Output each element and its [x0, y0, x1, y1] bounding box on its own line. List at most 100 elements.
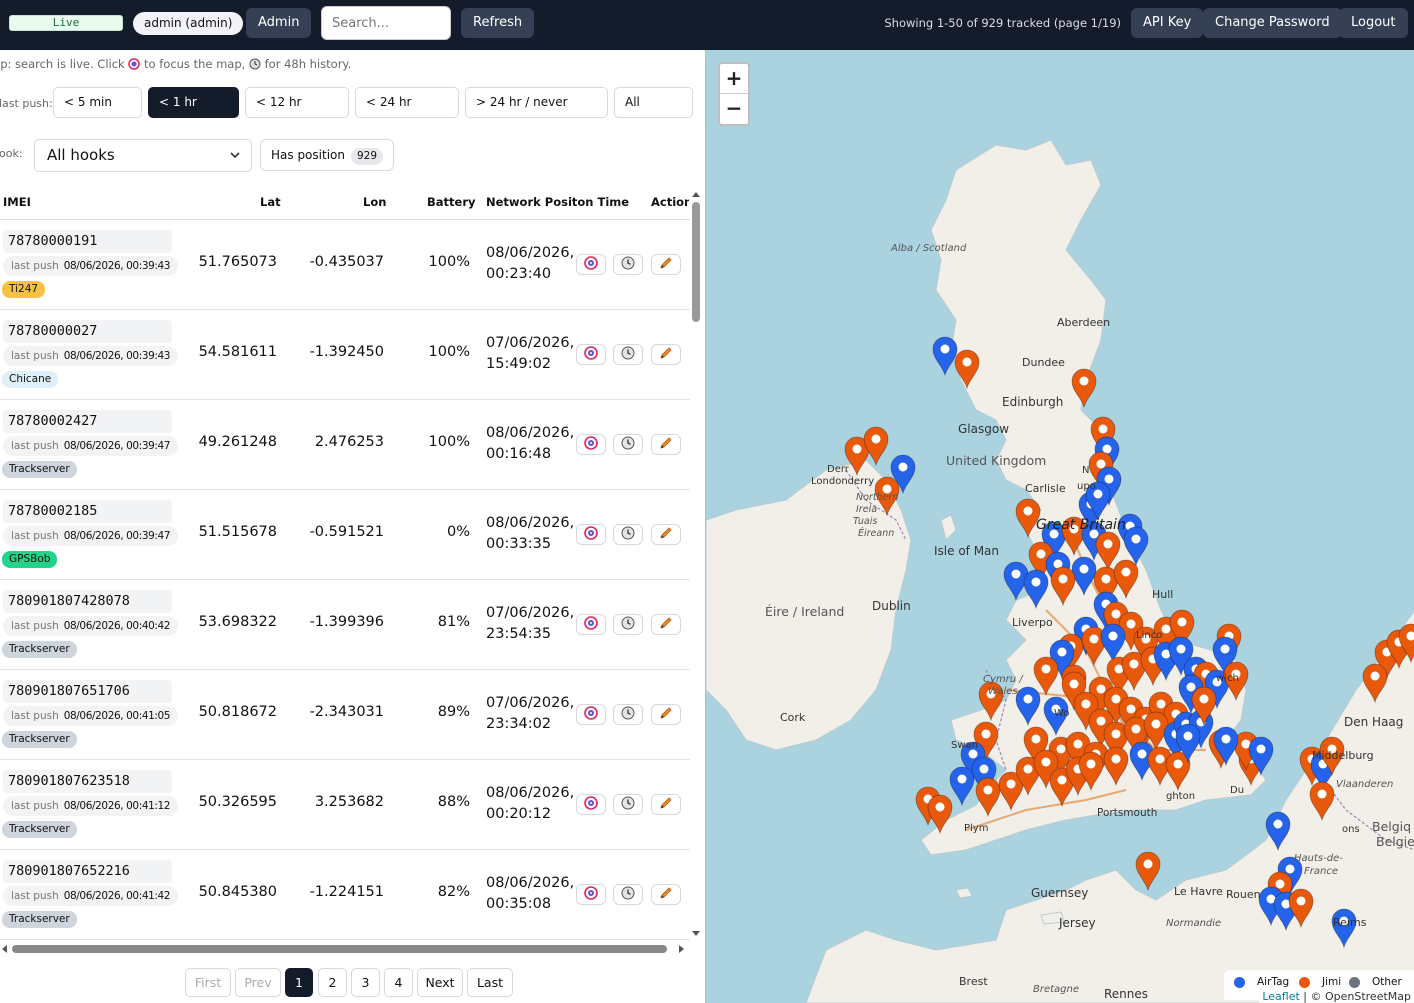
page-3-button[interactable]: 3: [351, 968, 380, 997]
map-marker-airtag[interactable]: [932, 336, 958, 377]
col-lon[interactable]: Lon: [363, 195, 387, 209]
history-button[interactable]: [613, 344, 643, 365]
map-marker-jimi[interactable]: [1103, 746, 1129, 787]
zoom-out-button[interactable]: −: [725, 96, 743, 120]
map-marker-jimi[interactable]: [1319, 736, 1345, 777]
edit-button[interactable]: [651, 704, 681, 725]
edit-button[interactable]: [651, 254, 681, 275]
page-1-button[interactable]: 1: [285, 968, 313, 997]
map-marker-jimi[interactable]: [1121, 651, 1147, 692]
table-row[interactable]: 780901807651706 last push 08/06/2026, 00:4…: [0, 670, 690, 760]
map-marker-jimi[interactable]: [1135, 851, 1161, 892]
map-marker-airtag[interactable]: [1023, 569, 1049, 610]
map-marker-jimi[interactable]: [1123, 716, 1149, 757]
map-marker-airtag[interactable]: [1123, 526, 1149, 567]
map-marker-jimi[interactable]: [1095, 531, 1121, 572]
filter-1hr[interactable]: < 1 hr: [148, 87, 239, 118]
map-marker-jimi[interactable]: [954, 349, 980, 390]
map-marker-jimi[interactable]: [1050, 566, 1076, 607]
search-input[interactable]: [321, 6, 451, 40]
map-marker-jimi[interactable]: [1165, 751, 1191, 792]
focus-map-button[interactable]: [576, 524, 606, 545]
map-marker-airtag[interactable]: [1175, 723, 1201, 764]
map-marker-airtag[interactable]: [1071, 556, 1097, 597]
map-marker-jimi[interactable]: [1103, 721, 1129, 762]
table-row[interactable]: 78780000027 last push 08/06/2026, 00:39:43…: [0, 310, 690, 400]
history-button[interactable]: [613, 254, 643, 275]
map-marker-jimi[interactable]: [1223, 661, 1249, 702]
map-marker-jimi[interactable]: [863, 426, 889, 467]
map-marker-airtag[interactable]: [1043, 696, 1069, 737]
map-marker-airtag[interactable]: [1100, 623, 1126, 664]
map-marker-airtag[interactable]: [1015, 686, 1041, 727]
hook-select[interactable]: All hooks: [34, 139, 252, 172]
map-marker-jimi[interactable]: [1033, 656, 1059, 697]
map-marker-airtag[interactable]: [1248, 736, 1274, 777]
api-key-button[interactable]: API Key: [1131, 8, 1204, 38]
history-button[interactable]: [613, 614, 643, 635]
map-marker-airtag[interactable]: [1085, 481, 1111, 522]
focus-map-button[interactable]: [576, 884, 606, 905]
col-network-time[interactable]: Network Positon Time: [486, 195, 630, 209]
table-row[interactable]: 780901807623518 last push 08/06/2026, 00:4…: [0, 760, 690, 850]
edit-button[interactable]: [651, 344, 681, 365]
map-marker-jimi[interactable]: [1015, 756, 1041, 797]
map-marker-jimi[interactable]: [1023, 726, 1049, 767]
filter-24hr[interactable]: < 24 hr: [355, 87, 459, 118]
map-marker-jimi[interactable]: [1191, 686, 1217, 727]
zoom-in-button[interactable]: +: [720, 64, 748, 94]
edit-button[interactable]: [651, 884, 681, 905]
map-marker-jimi[interactable]: [1362, 663, 1388, 704]
map-marker-airtag[interactable]: [1213, 726, 1239, 767]
map-view[interactable]: + − Alba / Scotland Aberdeen Dundee Edin…: [705, 50, 1414, 1003]
edit-button[interactable]: [651, 524, 681, 545]
map-marker-jimi[interactable]: [998, 771, 1024, 812]
map-marker-jimi[interactable]: [844, 436, 870, 477]
focus-map-button[interactable]: [576, 344, 606, 365]
map-marker-jimi[interactable]: [1081, 626, 1107, 667]
map-marker-jimi[interactable]: [1078, 751, 1104, 792]
map-marker-airtag[interactable]: [971, 756, 997, 797]
page-last-button[interactable]: Last: [467, 968, 513, 997]
col-battery[interactable]: Battery: [427, 195, 476, 209]
logout-button[interactable]: Logout: [1339, 8, 1408, 38]
map-marker-jimi[interactable]: [975, 777, 1001, 818]
filter-all[interactable]: All: [614, 87, 693, 118]
map-marker-jimi[interactable]: [1169, 609, 1195, 650]
map-marker-airtag[interactable]: [1331, 908, 1357, 949]
has-position-toggle[interactable]: Has position 929: [260, 139, 395, 171]
table-row[interactable]: 780901807652216 last push 08/06/2026, 00:4…: [0, 850, 690, 940]
map-marker-jimi[interactable]: [1113, 559, 1139, 600]
map-marker-airtag[interactable]: [1212, 636, 1238, 677]
leaflet-link[interactable]: Leaflet: [1262, 990, 1300, 1003]
horizontal-scrollbar[interactable]: [0, 942, 690, 956]
page-4-button[interactable]: 4: [384, 968, 413, 997]
focus-map-button[interactable]: [576, 704, 606, 725]
table-row[interactable]: 78780002185 last push 08/06/2026, 00:39:47…: [0, 490, 690, 580]
history-button[interactable]: [613, 794, 643, 815]
col-imei[interactable]: IMEI: [3, 195, 31, 209]
map-marker-jimi[interactable]: [927, 794, 953, 835]
table-row[interactable]: 78780000191 last push 08/06/2026, 00:39:43…: [0, 220, 690, 310]
col-lat[interactable]: Lat: [260, 195, 281, 209]
map-marker-airtag[interactable]: [949, 766, 975, 807]
edit-button[interactable]: [651, 794, 681, 815]
focus-map-button[interactable]: [576, 614, 606, 635]
refresh-button[interactable]: Refresh: [461, 8, 535, 38]
map-marker-jimi[interactable]: [1093, 566, 1119, 607]
map-marker-jimi[interactable]: [1071, 368, 1097, 409]
page-2-button[interactable]: 2: [318, 968, 347, 997]
map-marker-jimi[interactable]: [978, 681, 1004, 722]
admin-button[interactable]: Admin: [246, 8, 312, 38]
history-button[interactable]: [613, 524, 643, 545]
table-row[interactable]: 78780002427 last push 08/06/2026, 00:39:47…: [0, 400, 690, 490]
vertical-scrollbar[interactable]: [691, 190, 701, 940]
map-marker-airtag[interactable]: [890, 454, 916, 495]
focus-map-button[interactable]: [576, 254, 606, 275]
focus-map-button[interactable]: [576, 434, 606, 455]
history-button[interactable]: [613, 704, 643, 725]
focus-map-button[interactable]: [576, 794, 606, 815]
map-marker-jimi[interactable]: [1309, 781, 1335, 822]
filter-12hr[interactable]: < 12 hr: [245, 87, 349, 118]
table-row[interactable]: 780901807428078 last push 08/06/2026, 00:4…: [0, 580, 690, 670]
